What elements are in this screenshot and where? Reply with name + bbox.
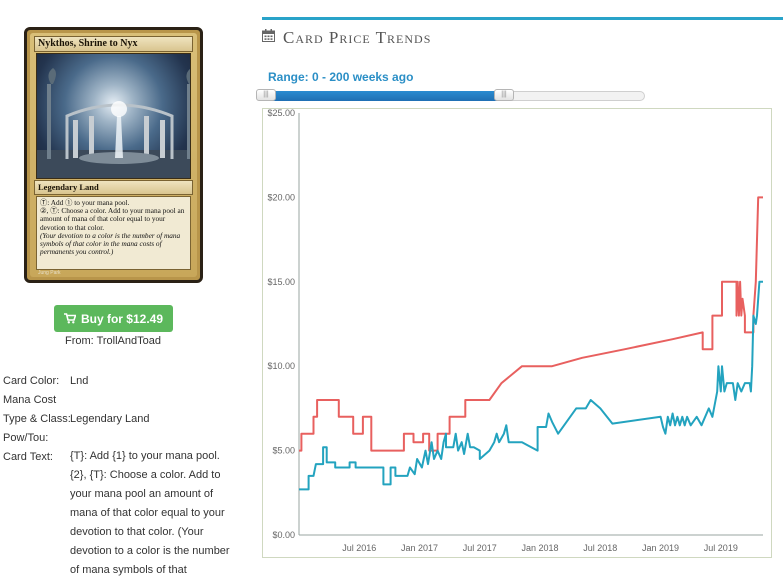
card-reminder-text: (Your devotion to a color is the number … xyxy=(40,230,181,257)
card-frame: Nykthos, Shrine to Nyx Legendary Land Ⓣ:… xyxy=(30,33,197,277)
card-color-value: Lnd xyxy=(70,375,89,387)
card-artwork xyxy=(36,53,191,179)
range-label: Range: 0 - 200 weeks ago xyxy=(268,70,414,84)
y-tick-label: $10.00 xyxy=(267,361,295,371)
card-name-bar: Nykthos, Shrine to Nyx xyxy=(34,36,193,52)
section-title: Card Price Trends xyxy=(283,28,432,47)
card-artist-credit: Jung Park xyxy=(38,270,61,276)
range-handle-min[interactable]: ||| xyxy=(256,89,276,101)
type-class-value: Legendary Land xyxy=(70,413,150,425)
y-tick-label: $15.00 xyxy=(267,277,295,287)
y-tick-label: $20.00 xyxy=(267,192,295,202)
y-tick-label: $5.00 xyxy=(272,446,295,456)
price-chart: $25.00 $20.00 $15.00 $10.00 $5.00 $0.00 Jul 20… xyxy=(262,108,772,558)
card-rules-text: Ⓣ: Add ① to your mana pool. ②, Ⓣ: Choose… xyxy=(36,196,191,270)
calendar-icon xyxy=(262,29,275,47)
card-text-line1: Ⓣ: Add ① to your mana pool. xyxy=(40,198,130,207)
cart-icon xyxy=(63,313,76,324)
card-color-label: Card Color: xyxy=(3,375,60,387)
series-line-red xyxy=(299,196,763,452)
mana-cost-label: Mana Cost xyxy=(3,394,57,406)
x-tick-label: Jan 2017 xyxy=(401,543,438,553)
y-tick-label: $0.00 xyxy=(272,530,295,540)
buy-button-label: Buy for $12.49 xyxy=(80,311,164,326)
card-text-label: Card Text: xyxy=(3,451,53,463)
card-text-line2: ②, Ⓣ: Choose a color. Add to your mana p… xyxy=(40,206,185,232)
pow-tou-label: Pow/Tou: xyxy=(3,432,49,444)
range-handle-max[interactable]: ||| xyxy=(494,89,514,101)
price-chart-svg: $25.00 $20.00 $15.00 $10.00 $5.00 $0.00 Jul 20… xyxy=(267,109,763,553)
x-tick-label: Jan 2018 xyxy=(522,543,559,553)
y-tick-label: $25.00 xyxy=(267,109,295,118)
section-divider xyxy=(262,17,783,20)
range-slider-fill xyxy=(265,91,511,101)
card-image: Nykthos, Shrine to Nyx Legendary Land Ⓣ:… xyxy=(24,27,203,283)
section-header: Card Price Trends xyxy=(262,28,431,48)
type-class-label: Type & Class: xyxy=(3,413,71,425)
series-line-teal xyxy=(299,280,763,491)
card-type-line: Legendary Land xyxy=(34,180,193,195)
x-tick-label: Jan 2019 xyxy=(642,543,679,553)
range-slider[interactable]: ||| ||| xyxy=(256,89,645,101)
buy-button[interactable]: Buy for $12.49 xyxy=(54,305,173,332)
x-tick-label: Jul 2016 xyxy=(342,543,376,553)
seller-label: From: TrollAndToad xyxy=(65,335,161,347)
x-tick-label: Jul 2018 xyxy=(583,543,617,553)
x-tick-label: Jul 2019 xyxy=(704,543,738,553)
card-text-value: {T}: Add {1} to your mana pool. {2}, {T}… xyxy=(70,450,230,576)
x-tick-label: Jul 2017 xyxy=(463,543,497,553)
